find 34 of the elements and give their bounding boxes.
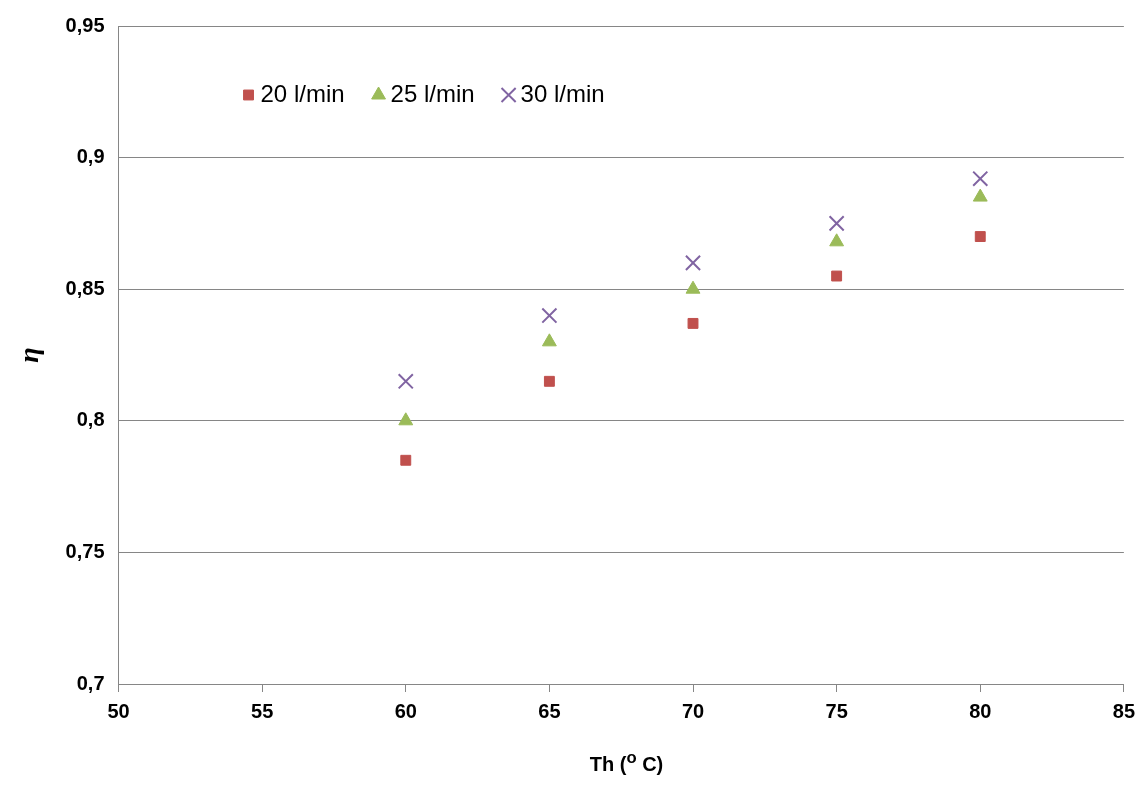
x-tick-label: 60 xyxy=(394,699,417,722)
y-axis-title: η xyxy=(13,347,45,363)
point xyxy=(685,280,701,294)
y-tick-label: 0,9 xyxy=(76,145,105,168)
point xyxy=(541,333,557,347)
y-tick-label: 0,85 xyxy=(65,276,105,299)
point xyxy=(831,270,843,282)
x-tick-label: 50 xyxy=(107,699,130,722)
point xyxy=(687,317,699,329)
y-tick-label: 0,8 xyxy=(76,408,105,431)
y-tick-label: 0,95 xyxy=(65,13,105,36)
x-tick-label: 70 xyxy=(681,699,705,722)
point xyxy=(684,254,702,271)
point xyxy=(397,373,414,390)
y-tick-label: 0,7 xyxy=(76,671,105,694)
y-tick-label: 0,75 xyxy=(65,539,105,562)
point xyxy=(398,412,414,426)
legend-label: 30 l/min xyxy=(520,79,605,107)
point xyxy=(828,215,845,232)
x-tick-label: 85 xyxy=(1112,699,1135,722)
point xyxy=(972,170,989,187)
point xyxy=(543,375,555,387)
x-tick-label: 55 xyxy=(251,699,274,722)
point xyxy=(400,454,412,466)
legend-label: 25 l/min xyxy=(390,79,475,107)
legend-label: 20 l/min xyxy=(260,79,345,107)
x-tick-label: 75 xyxy=(825,699,848,722)
x-axis-title: Th ($^{o}$ C) xyxy=(588,748,665,776)
x-tick-label: 65 xyxy=(538,699,561,722)
point xyxy=(972,188,988,202)
point xyxy=(974,231,986,243)
point xyxy=(541,307,558,324)
point xyxy=(829,233,845,247)
x-tick-label: 80 xyxy=(969,699,992,722)
